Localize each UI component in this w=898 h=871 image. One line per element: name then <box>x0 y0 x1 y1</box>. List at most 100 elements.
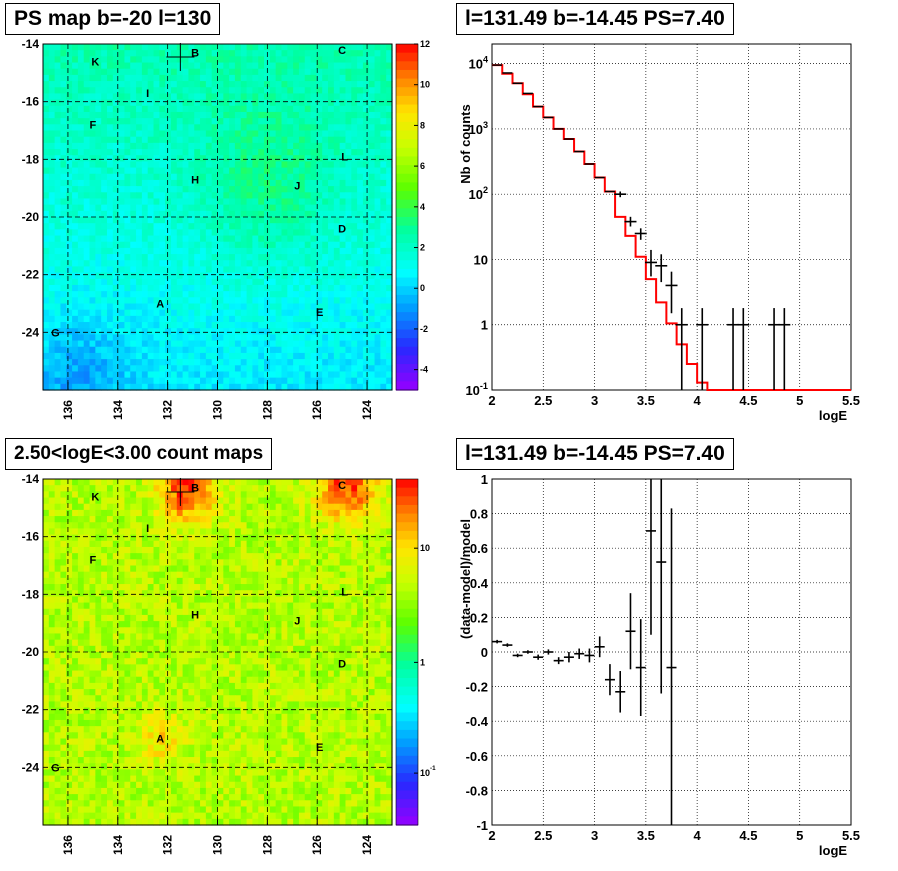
psmap-colorbar-label: -4 <box>420 365 428 375</box>
psmap-marker-g: G <box>51 327 60 339</box>
psmap-marker-b: B <box>191 48 199 60</box>
spectrum-ytick-label: 10 <box>474 252 488 267</box>
countmap-xtick-label: 132 <box>161 835 175 855</box>
countmap-xtick-label: 124 <box>360 835 374 855</box>
residual-xtick-label: 3 <box>591 828 598 843</box>
residual-ytick-label: -0.4 <box>466 714 489 729</box>
psmap-colorbar <box>395 43 419 391</box>
countmap-xtick-label: 126 <box>310 835 324 855</box>
spectrum-ytick-label: 10-1 <box>465 381 488 398</box>
psmap-xtick-label: 126 <box>310 400 324 420</box>
residual-xtick-label: 2 <box>488 828 495 843</box>
countmap-marker-i: I <box>146 523 149 535</box>
psmap-marker-f: F <box>89 120 96 132</box>
spectrum-ytick-label: 103 <box>468 120 488 137</box>
psmap-ytick-label: -20 <box>22 210 40 224</box>
residual-xtick-label: 4.5 <box>739 828 757 843</box>
psmap-colorbar-label: 2 <box>420 243 425 253</box>
residual-xtick-label: 5.5 <box>842 828 860 843</box>
spectrum-xtick-label: 3 <box>591 393 598 408</box>
psmap-colorbar-label: 12 <box>420 39 430 49</box>
psmap-xtick-label: 136 <box>61 400 75 420</box>
psmap-marker-a: A <box>156 299 164 311</box>
countmap-marker-b: B <box>191 483 199 495</box>
spectrum-ytick-label: 1 <box>481 318 488 333</box>
spectrum-xtick-label: 2 <box>488 393 495 408</box>
residual-ytick-label: -0.6 <box>466 749 488 764</box>
psmap-colorbar-label: 6 <box>420 161 425 171</box>
countmap-ytick-label: -24 <box>22 760 40 774</box>
residual-ytick-label: -1 <box>476 818 488 833</box>
countmap-marker-c: C <box>338 480 346 492</box>
psmap-xtick-label: 128 <box>260 400 274 420</box>
countmap-marker-g: G <box>51 762 60 774</box>
psmap-colorbar-label: 4 <box>420 202 425 212</box>
countmap-marker-a: A <box>156 734 164 746</box>
residual-xlabel: logE <box>819 843 847 858</box>
psmap-ytick-label: -14 <box>22 37 40 51</box>
residual-ytick-label: -0.8 <box>466 783 488 798</box>
countmap-xtick-label: 134 <box>111 835 125 855</box>
psmap-marker-h: H <box>191 175 199 187</box>
psmap-xtick-label: 134 <box>111 400 125 420</box>
residual-xtick-label: 3.5 <box>637 828 655 843</box>
psmap-xtick-label: 132 <box>161 400 175 420</box>
countmap-ytick-label: -20 <box>22 645 40 659</box>
spectrum-xtick-label: 2.5 <box>534 393 552 408</box>
countmap-ytick-label: -14 <box>22 472 40 486</box>
countmap-marker-j: J <box>294 615 300 627</box>
psmap-marker-c: C <box>338 45 346 57</box>
countmap-marker-h: H <box>191 610 199 622</box>
psmap-xtick-label: 124 <box>360 400 374 420</box>
countmap-colorbar <box>395 478 419 826</box>
countmap-marker-k: K <box>91 491 99 503</box>
spectrum-xtick-label: 5.5 <box>842 393 860 408</box>
residual-ytick-label: 0.8 <box>470 507 488 522</box>
spectrum-xtick-label: 4.5 <box>739 393 757 408</box>
psmap-ytick-label: -16 <box>22 95 40 109</box>
spectrum-ylabel: Nb of counts <box>458 104 473 183</box>
countmap-ytick-label: -22 <box>22 703 40 717</box>
countmap-heatmap-cells <box>43 479 393 826</box>
psmap-marker-l: L <box>341 151 348 163</box>
residual-ytick-label: 1 <box>481 472 488 487</box>
residual-xtick-label: 5 <box>796 828 803 843</box>
residual-ytick-label: 0.4 <box>470 576 489 591</box>
residual-xtick-label: 2.5 <box>534 828 552 843</box>
psmap-colorbar-label: -2 <box>420 324 428 334</box>
spectrum-ytick-label: 104 <box>468 55 488 72</box>
countmap-colorbar-label: 10 <box>420 543 430 553</box>
countmap-ytick-label: -18 <box>22 587 40 601</box>
countmap-marker-d: D <box>338 659 346 671</box>
spectrum-xtick-label: 3.5 <box>637 393 655 408</box>
countmap-ytick-label: -16 <box>22 530 40 544</box>
psmap-colorbar-label: 8 <box>420 120 425 130</box>
countmap-xtick-label: 136 <box>61 835 75 855</box>
psmap-marker-i: I <box>146 88 149 100</box>
ps-map-title: PS map b=-20 l=130 <box>5 3 221 35</box>
spectrum-title: l=131.49 b=-14.45 PS=7.40 <box>456 3 734 35</box>
residual-ylabel: (data-model)/model <box>458 519 473 639</box>
countmap-xtick-label: 128 <box>260 835 274 855</box>
psmap-xtick-label: 130 <box>211 400 225 420</box>
residual-xtick-label: 4 <box>694 828 702 843</box>
psmap-marker-j: J <box>294 180 300 192</box>
residual-title: l=131.49 b=-14.45 PS=7.40 <box>456 438 734 470</box>
residual-ytick-label: 0 <box>481 645 488 660</box>
spectrum-ytick-label: 102 <box>468 185 488 202</box>
countmap-colorbar-label: 10-1 <box>420 765 436 778</box>
psmap-marker-e: E <box>316 307 323 319</box>
psmap-marker-k: K <box>91 56 99 68</box>
residual-ytick-label: 0.6 <box>470 541 488 556</box>
countmap-xtick-label: 130 <box>211 835 225 855</box>
psmap-ytick-label: -24 <box>22 325 40 339</box>
psmap-ytick-label: -22 <box>22 268 40 282</box>
countmap-marker-f: F <box>89 555 96 567</box>
spectrum-model-histogram <box>492 64 851 391</box>
spectrum-frame <box>491 43 852 391</box>
countmap-marker-e: E <box>316 742 323 754</box>
residual-ytick-label: 0.2 <box>470 610 488 625</box>
psmap-colorbar-label: 0 <box>420 283 425 293</box>
countmap-marker-l: L <box>341 586 348 598</box>
